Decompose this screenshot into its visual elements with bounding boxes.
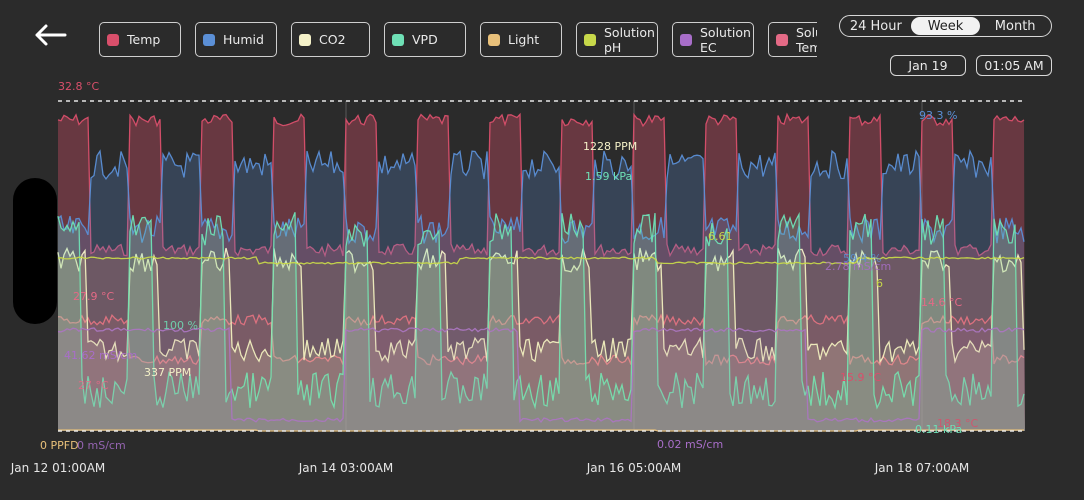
series-area-solution-ph [58,257,1025,431]
legend-item-light[interactable]: Light [480,22,562,57]
color-swatch [392,33,404,46]
series-line-solution-ph [57,256,1025,265]
color-swatch [299,33,311,46]
series-line-solution-temp [57,313,1025,367]
legend-item-solution-ec[interactable]: Solution EC [672,22,754,57]
range-option-week[interactable]: Week [910,17,981,35]
legend-item-vpd[interactable]: VPD [384,22,466,57]
legend-item-solution-ph[interactable]: Solution pH [576,22,658,57]
color-swatch [488,33,500,46]
legend-label: CO2 [319,32,346,47]
legend-label: Light [508,32,540,47]
color-swatch [680,33,692,46]
range-option-month[interactable]: Month [994,18,1036,34]
legend-item-co2[interactable]: CO2 [291,22,370,57]
data-label-extra: 27 °C [78,379,109,392]
back-button[interactable] [30,20,70,50]
data-label-solution-temp-max: 27.9 °C [73,290,114,303]
data-label-extra: 18.3 °C [937,417,978,430]
data-label-extra: 59.4 % [843,252,881,265]
date-picker-button[interactable]: Jan 19 [890,55,966,76]
data-label-extra: 100 % [163,319,198,332]
series-area-solution-temp [58,315,1025,431]
series-area-solution-ec [58,328,1025,431]
data-label-extra: 0 mS/cm [77,439,126,452]
legend-toggle-row: Temp Humid CO2 VPD Light Solution pH Sol… [99,22,817,60]
data-label-solution-ph-min: 6 [876,277,883,290]
data-label-vpd-max: 1.59 kPa [585,170,632,183]
data-label-extra: 2.78 mS/cm [825,260,891,273]
data-label-solution-temp-min: 14.6 °C [921,296,962,309]
color-swatch [203,33,215,46]
color-swatch [584,33,596,46]
legend-item-solution-temp[interactable]: Solution Temp [768,22,817,57]
legend-label: Solution Temp [796,24,817,55]
series-line-humid [57,149,1025,245]
data-label-temp-max: 32.8 °C [58,80,99,93]
side-handle[interactable] [13,178,57,324]
x-tick-label: Jan 12 01:00AM [10,461,106,475]
arrow-left-icon [35,24,67,46]
series-line-vpd [57,211,1025,411]
legend-label: Humid [223,32,264,47]
data-label-co2-max: 1228 PPM [583,140,637,153]
data-label-solution-ph-max: 6.61 [708,230,733,243]
data-label-vpd-min: 0.11 kPa [915,423,962,436]
x-tick-label: Jan 14 03:00AM [298,461,394,475]
legend-label: VPD [412,32,438,47]
series-area-vpd [58,212,1025,431]
legend-item-temp[interactable]: Temp [99,22,181,57]
data-label-humid-max: 93.3 % [919,109,957,122]
series-line-co2 [57,246,1025,365]
color-swatch [107,33,119,46]
legend-label: Temp [127,32,161,47]
data-label-co2-min: 337 PPM [144,366,191,379]
legend-item-humid[interactable]: Humid [195,22,277,57]
data-label-solution-ec-min: 0.02 mS/cm [657,438,723,451]
time-picker-button[interactable]: 01:05 AM [976,55,1052,76]
range-option-24-hour[interactable]: 24 Hour [849,18,902,34]
x-tick-label: Jan 18 07:00AM [874,461,970,475]
legend-label: Solution pH [604,24,655,55]
data-label-solution-ec-max: 41.62 mS/cm [64,349,137,362]
data-label-light-min: 0 PPFD [40,439,79,452]
color-swatch [776,33,788,46]
series-line-temp [57,112,1025,258]
data-label-temp-min: 15.9 °C [840,371,881,384]
series-line-light [58,429,1024,432]
series-line-solution-ec [57,327,1025,424]
legend-label: Solution EC [700,24,751,55]
time-range-toggle: 24 Hour Week Month [839,15,1052,37]
series-area-temp [58,114,1025,432]
x-tick-label: Jan 16 05:00AM [586,461,682,475]
